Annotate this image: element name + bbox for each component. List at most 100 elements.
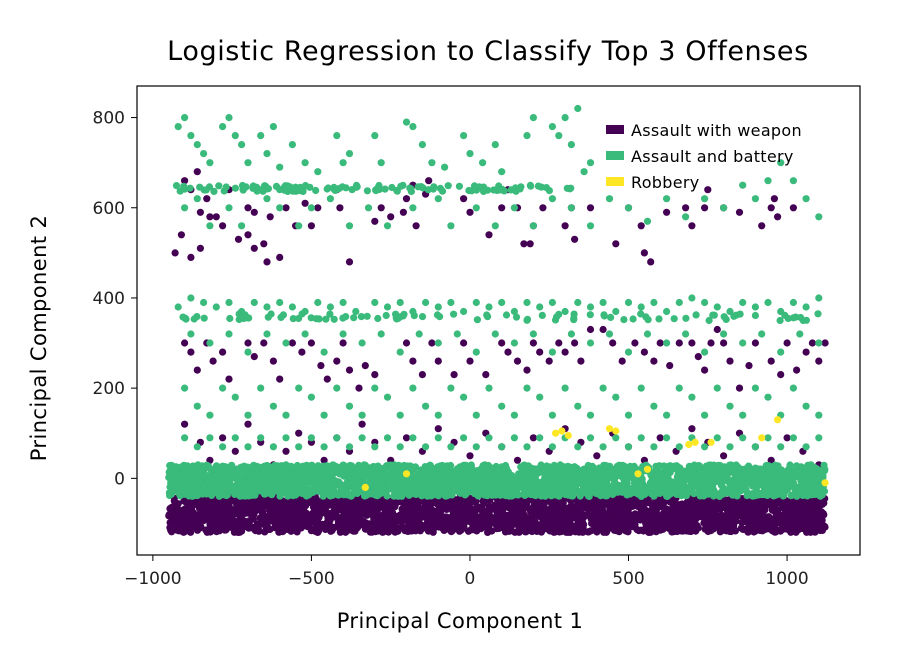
data-point	[209, 357, 217, 365]
data-point	[387, 213, 395, 221]
data-point	[279, 499, 287, 507]
data-point	[807, 512, 815, 520]
data-point	[288, 497, 296, 505]
data-point	[698, 508, 707, 517]
data-point	[323, 375, 331, 383]
data-point	[285, 512, 293, 520]
data-point	[399, 208, 407, 216]
data-point	[498, 339, 506, 347]
data-point	[171, 249, 179, 257]
data-point	[342, 528, 350, 536]
data-point	[301, 199, 309, 207]
data-point	[258, 500, 266, 508]
data-point	[244, 339, 252, 347]
data-point	[177, 527, 185, 535]
data-point	[596, 500, 604, 508]
data-point	[508, 515, 516, 523]
data-point	[413, 517, 421, 525]
data-point	[663, 208, 671, 216]
data-point	[295, 429, 303, 437]
data-point	[795, 524, 803, 533]
data-point	[680, 521, 688, 530]
data-point	[514, 513, 523, 521]
data-point	[774, 213, 782, 221]
data-point	[688, 222, 696, 230]
data-point	[310, 511, 319, 519]
data-point	[412, 527, 420, 535]
data-point	[688, 425, 696, 433]
data-point	[735, 208, 744, 216]
data-point	[222, 526, 230, 534]
data-point	[437, 507, 445, 515]
data-point	[485, 231, 493, 239]
data-point	[468, 498, 476, 506]
data-point	[787, 498, 795, 506]
data-point	[739, 525, 747, 534]
data-point	[317, 362, 325, 370]
data-point	[429, 528, 437, 536]
data-point	[802, 348, 810, 356]
data-point	[691, 504, 699, 512]
data-point	[486, 526, 494, 534]
data-point	[720, 452, 728, 460]
data-point	[292, 519, 301, 527]
data-point	[577, 357, 585, 365]
data-point	[529, 339, 538, 347]
data-point	[757, 517, 766, 526]
plot-area	[136, 85, 861, 556]
data-point	[345, 366, 354, 374]
data-point	[816, 521, 824, 529]
data-point	[251, 526, 259, 534]
data-point	[263, 520, 271, 528]
data-point	[440, 526, 448, 535]
data-point	[402, 195, 411, 203]
data-point	[624, 510, 632, 518]
data-point	[701, 366, 709, 374]
data-point	[362, 519, 370, 527]
data-point	[561, 348, 569, 356]
data-point	[805, 523, 813, 531]
data-point	[369, 509, 378, 517]
data-point	[713, 325, 721, 334]
data-point	[752, 510, 760, 519]
data-point	[320, 506, 328, 514]
data-point	[333, 504, 341, 512]
data-point	[250, 244, 258, 252]
data-point	[551, 517, 559, 526]
data-point	[273, 523, 281, 532]
data-point	[645, 513, 653, 521]
data-point	[361, 507, 369, 515]
data-point	[701, 204, 709, 212]
data-point	[614, 495, 622, 503]
data-point	[177, 231, 185, 239]
data-point	[307, 527, 315, 535]
data-point	[340, 517, 348, 525]
data-point	[314, 204, 322, 212]
data-point	[477, 525, 485, 533]
data-point	[202, 510, 210, 518]
data-point	[303, 519, 312, 527]
data-point	[610, 523, 618, 531]
data-point	[498, 204, 506, 212]
data-point	[808, 339, 817, 347]
data-point	[418, 371, 426, 379]
data-point	[282, 204, 290, 212]
data-point	[621, 516, 630, 525]
data-point	[761, 501, 769, 509]
data-point	[345, 508, 353, 516]
data-point	[715, 524, 724, 532]
data-point	[793, 366, 801, 374]
data-point	[647, 258, 655, 266]
data-point	[497, 502, 505, 511]
data-point	[513, 456, 522, 464]
data-point	[783, 434, 791, 442]
data-point	[336, 204, 344, 212]
data-point	[453, 465, 462, 473]
data-point	[529, 512, 537, 520]
data-point	[448, 527, 456, 535]
data-point	[282, 522, 290, 531]
data-point	[559, 526, 567, 534]
data-point	[770, 195, 779, 203]
data-point	[571, 235, 579, 243]
